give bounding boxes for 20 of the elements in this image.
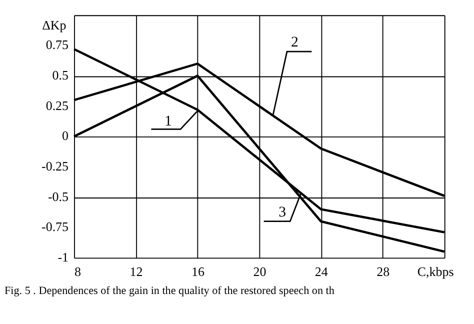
x-tick-label: 8	[74, 264, 82, 279]
y-axis-title: ΔKp	[42, 18, 66, 33]
x-tick-label: 24	[314, 264, 328, 279]
series-label: 1	[164, 113, 172, 130]
x-axis-title: C,kbps	[417, 264, 454, 279]
text: 2	[291, 34, 298, 50]
y-tick-label: 0.75	[46, 37, 69, 52]
y-tick-label: 0	[62, 128, 69, 144]
y-tick-label: 0.25	[46, 98, 69, 113]
y-tick-label: -0.75	[42, 219, 69, 234]
y-tick-label: -1	[58, 249, 69, 264]
x-tick-label: 12	[130, 264, 143, 279]
caption: Fig. 5 . Dependences of the gain in the quality of the restored speech on th	[4, 284, 335, 297]
series-label: 3	[278, 204, 286, 220]
x-tick-label: 20	[253, 264, 266, 279]
y-tick-label: -0.5	[48, 188, 69, 204]
x-tick-label: 16	[191, 264, 205, 279]
y-tick-label: 0.5	[52, 68, 69, 83]
x-tick-label: 28	[376, 264, 390, 279]
y-tick-label: -0.25	[42, 158, 69, 174]
